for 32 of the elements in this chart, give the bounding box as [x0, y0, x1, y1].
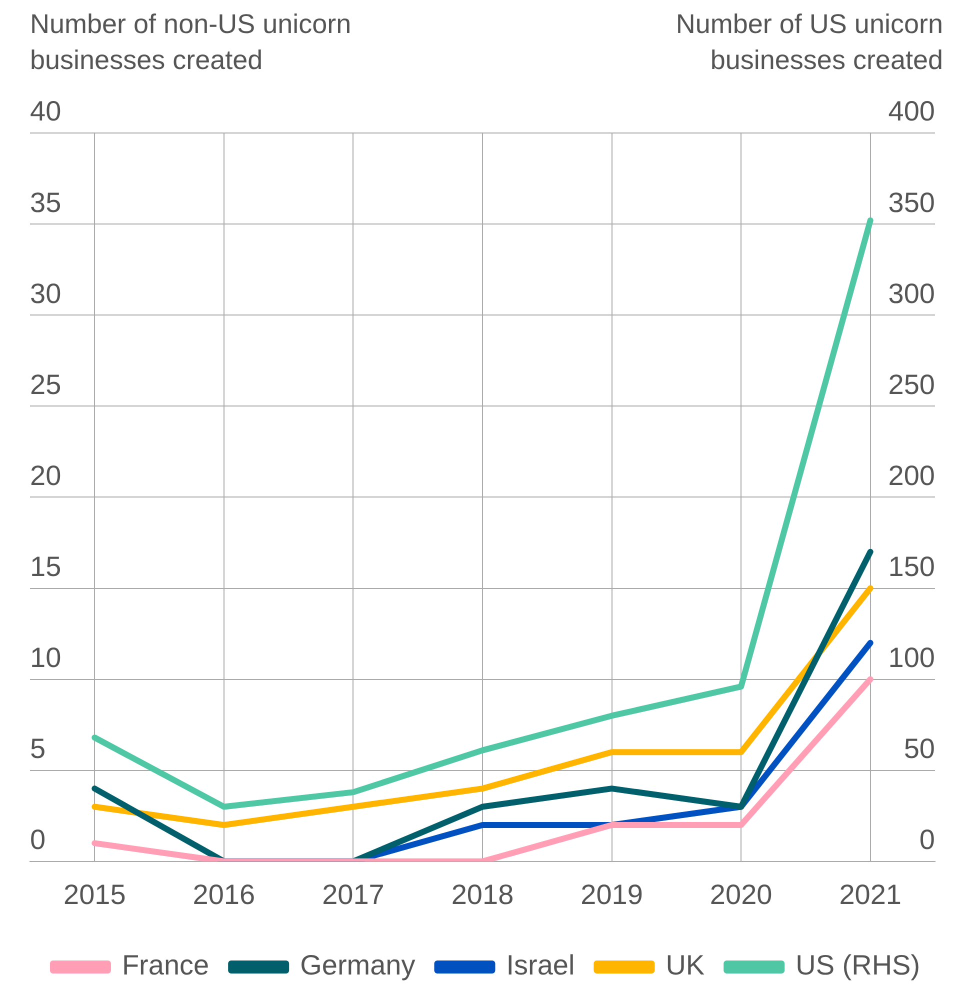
- x-tick-label: 2019: [580, 878, 643, 910]
- y-axis-title: Number of non-US unicorn businesses created: [30, 8, 352, 77]
- y2-axis-title: Number of US unicorn businesses created: [674, 8, 943, 77]
- y2-tick-label: 300: [888, 278, 935, 309]
- x-tick-label: 2021: [839, 878, 902, 910]
- y2-tick-label: 0: [919, 824, 935, 856]
- legend-label: UK: [666, 950, 705, 981]
- y-tick-label: 30: [30, 278, 62, 309]
- x-tick-label: 2020: [710, 878, 772, 910]
- legend-label: Germany: [300, 950, 416, 981]
- y-tick-label: 15: [30, 550, 62, 582]
- y2-tick-label: 200: [888, 460, 935, 491]
- y2-tick-label: 100: [888, 642, 935, 674]
- y-tick-label: 20: [30, 460, 62, 491]
- y-tick-label: 35: [30, 186, 62, 218]
- y2-tick-label: 400: [888, 96, 935, 127]
- x-tick-label: 2017: [322, 878, 384, 910]
- x-tick-label: 2016: [192, 878, 256, 910]
- y-tick-label: 5: [30, 733, 46, 764]
- y2-tick-label: 50: [904, 733, 935, 764]
- y2-tick-label: 250: [888, 368, 935, 400]
- y2-tick-label: 150: [888, 550, 935, 582]
- y2-tick-label: 350: [888, 186, 935, 218]
- x-tick-label: 2015: [63, 878, 126, 910]
- legend-label: US (RHS): [796, 950, 920, 981]
- y-tick-label: 0: [30, 824, 46, 856]
- x-tick-label: 2018: [451, 878, 514, 910]
- legend-label: Israel: [506, 950, 575, 981]
- legend-label: France: [122, 950, 210, 981]
- y-tick-label: 10: [30, 642, 62, 674]
- y-tick-label: 25: [30, 368, 62, 400]
- y-tick-label: 40: [30, 96, 62, 127]
